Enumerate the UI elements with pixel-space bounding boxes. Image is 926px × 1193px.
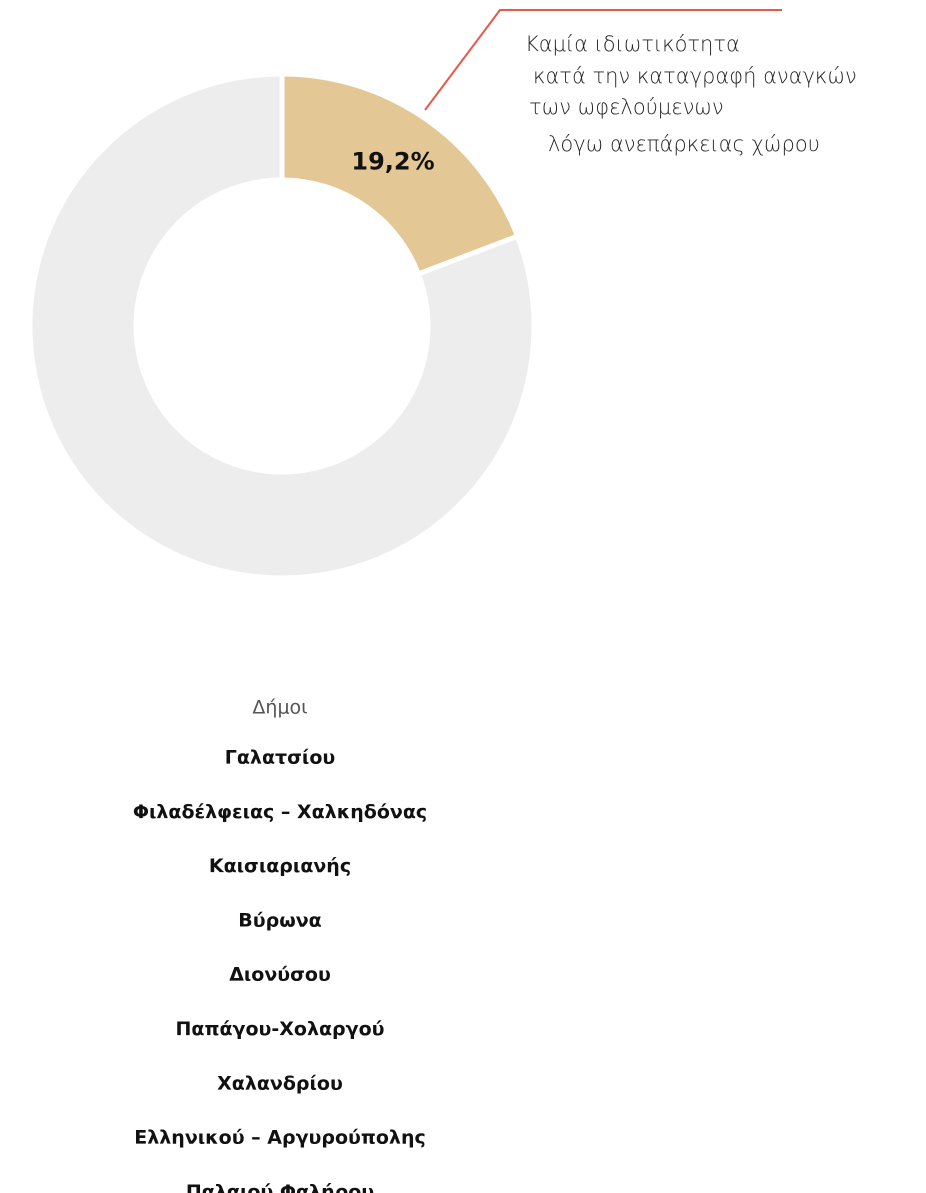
list-item: Γαλατσίου: [225, 747, 335, 769]
annotation-line: κατά την καταγραφή αναγκών: [533, 64, 857, 88]
list-item: Φιλαδέλφειας – Χαλκηδόνας: [133, 801, 427, 823]
donut-segment: [279, 71, 521, 278]
list-item: Παλαιού Φαλήρου: [186, 1181, 374, 1193]
list-item: Διονύσου: [229, 964, 331, 986]
annotation-line: των ωφελούμενων: [529, 95, 724, 119]
list-item: Ελληνικού – Αργυρούπολης: [134, 1127, 425, 1149]
list-item: Καισιαριανής: [209, 855, 351, 877]
annotation-line: λόγω ανεπάρκειας χώρου: [548, 132, 820, 156]
value-label: 19,2%: [351, 147, 434, 175]
annotation-line: Καμία ιδιωτικότητα: [525, 32, 740, 56]
list-item: Βύρωνα: [238, 909, 321, 931]
list-title: Δήμοι: [252, 697, 307, 719]
leader-line: [424, 9, 782, 111]
donut-segment: [27, 71, 537, 581]
list-item: Χαλανδρίου: [217, 1072, 343, 1094]
list-item: Παπάγου-Χολαργού: [176, 1018, 385, 1040]
